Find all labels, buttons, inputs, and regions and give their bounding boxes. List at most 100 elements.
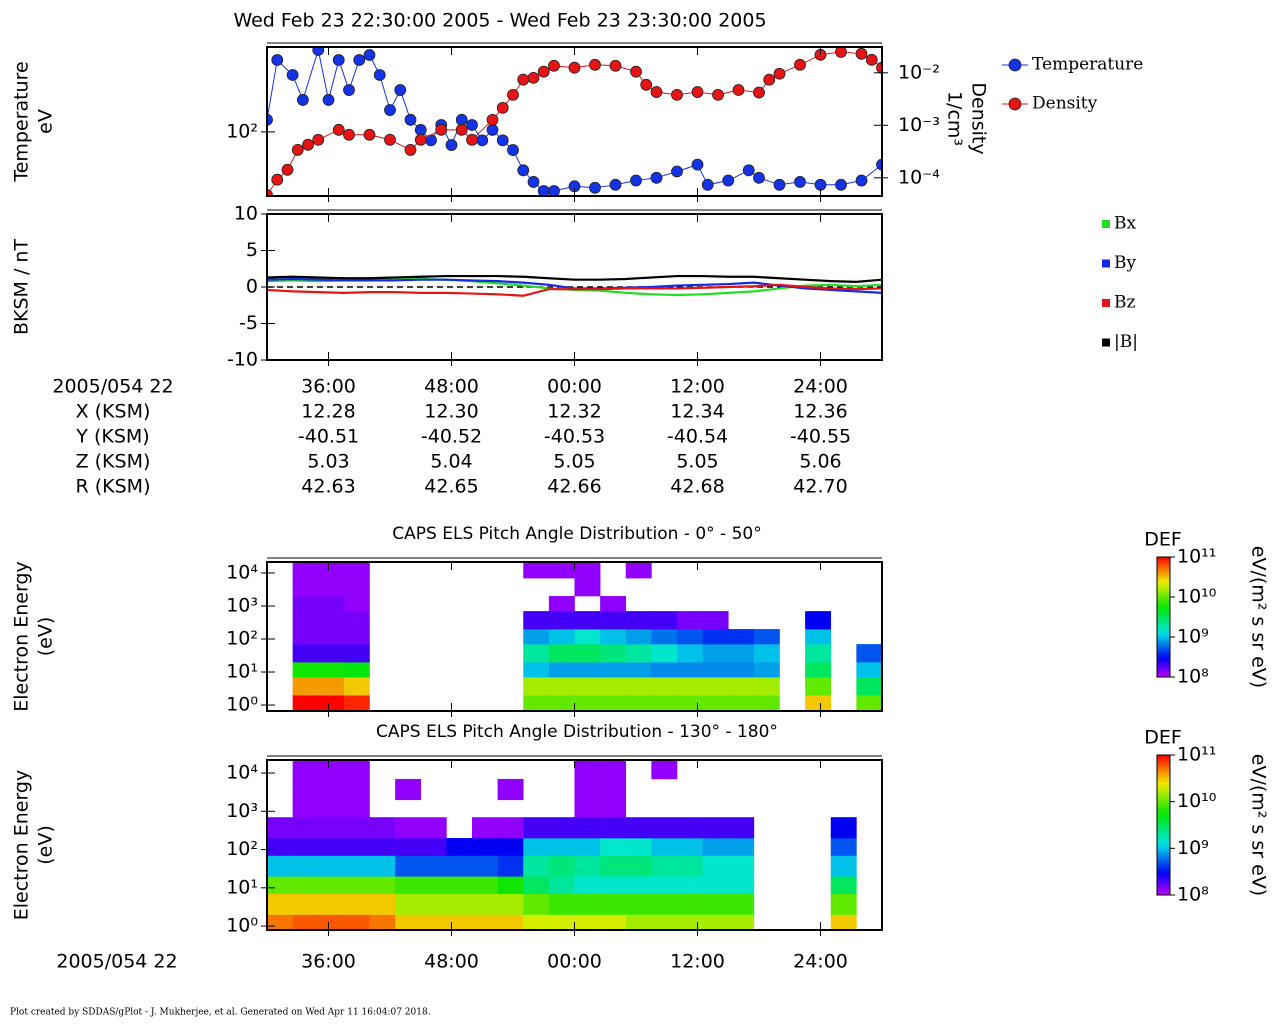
heatmap-cell [574, 855, 601, 877]
heatmap-cell [830, 893, 857, 915]
legend-swatch [1102, 259, 1110, 268]
data-point [548, 59, 560, 72]
heatmap-cell [292, 838, 319, 856]
heatmap-cell [343, 778, 370, 801]
heatmap-cell [292, 629, 319, 645]
heatmap-cell [318, 578, 345, 597]
y-axis-label: (eV) [35, 825, 57, 865]
data-point [548, 185, 560, 196]
data-point [589, 58, 601, 71]
heatmap-cell [318, 596, 345, 612]
heatmap-cell [472, 914, 498, 930]
heatmap-cell [420, 914, 447, 930]
colorbar-label: eV/(m² s sr eV) [1248, 546, 1270, 688]
ephemeris-value: 12.30 [424, 401, 478, 423]
heatmap-cell [702, 611, 729, 630]
heatmap-cell [267, 855, 293, 877]
ephemeris-value: 42.68 [670, 476, 724, 498]
data-point [722, 174, 735, 187]
heatmap-cell [574, 778, 601, 801]
data-point [568, 61, 581, 74]
data-point [712, 88, 724, 101]
heatmap-cell [292, 578, 319, 597]
figure-title: Wed Feb 23 22:30:00 2005 - Wed Feb 23 23… [233, 10, 766, 32]
heatmap-cell [523, 695, 550, 711]
heatmap-cell [702, 838, 729, 856]
data-point [343, 84, 355, 96]
data-point [640, 78, 653, 91]
heatmap-cell [651, 855, 678, 877]
heatmap-cell [395, 778, 422, 801]
heatmap-cell [548, 662, 575, 678]
heatmap-cell [395, 838, 422, 856]
bottom-time-label: 2005/054 22 [56, 951, 177, 973]
heatmap-cell [677, 914, 703, 930]
heatmap-cell [523, 644, 550, 663]
data-point [794, 58, 806, 71]
data-point [671, 88, 683, 101]
heatmap-cell [343, 876, 370, 895]
heatmap-cell [625, 662, 652, 678]
data-point [455, 123, 468, 136]
x-tick-label: 00:00 [547, 376, 602, 398]
heatmap-cell [805, 677, 832, 696]
x-tick-label: 00:00 [547, 951, 602, 973]
data-point [486, 124, 499, 136]
data-point [445, 139, 458, 151]
heatmap-cell [318, 914, 345, 930]
ephemeris-row-label: Z (KSM) [76, 451, 151, 473]
data-point [855, 47, 868, 60]
colorbar [1156, 556, 1171, 678]
heatmap-cell [805, 629, 832, 645]
heatmap-cell [446, 893, 473, 915]
heatmap-cell [267, 838, 293, 856]
heatmap-cell [728, 817, 755, 839]
heatmap-cell [677, 662, 703, 678]
heatmap-cell [292, 611, 319, 630]
legend-label: Bx [1114, 214, 1136, 234]
heatmap-cell [651, 677, 678, 696]
legend-label: Temperature [1032, 55, 1143, 75]
heatmap-cell [318, 893, 345, 915]
ephemeris-row-label: R (KSM) [76, 476, 151, 498]
heatmap-cell [446, 914, 473, 930]
heatmap-cell [600, 596, 627, 612]
heatmap-cell [548, 644, 575, 663]
data-point [763, 73, 776, 86]
heatmap-cell [600, 855, 627, 877]
heatmap-cell [369, 876, 396, 895]
series-line [267, 283, 882, 297]
heatmap-cell [574, 611, 601, 630]
heatmap-cell [574, 662, 601, 678]
heatmap-cell [318, 695, 345, 711]
heatmap-cell [574, 799, 601, 818]
panel-title: CAPS ELS Pitch Angle Distribution - 130°… [376, 722, 778, 742]
heatmap-cell [651, 760, 678, 780]
heatmap-cell [574, 562, 601, 579]
heatmap-cell [728, 855, 755, 877]
data-point [527, 176, 540, 188]
data-point [630, 65, 642, 78]
heatmap-cell [753, 644, 780, 663]
y-tick-label: 0 [246, 276, 258, 298]
heatmap-cell [497, 778, 524, 801]
data-point [835, 178, 847, 191]
heatmap-cell [574, 578, 601, 597]
heatmap-cell [267, 893, 293, 915]
data-point [363, 128, 376, 141]
heatmap-cell [497, 855, 524, 877]
heatmap-cell [753, 662, 780, 678]
heatmap-cell [343, 893, 370, 915]
heatmap-cell [728, 893, 755, 915]
legend-label: By [1114, 253, 1136, 273]
legend-marker [1008, 97, 1022, 111]
ephemeris-value: 5.05 [676, 451, 718, 473]
heatmap-cell [625, 876, 652, 895]
heatmap-cell [625, 695, 652, 711]
heatmap-cell [548, 596, 575, 612]
heatmap-cell [728, 695, 755, 711]
data-point [302, 138, 314, 151]
y-axis-label: (eV) [35, 617, 57, 657]
heatmap-cell [318, 562, 345, 579]
